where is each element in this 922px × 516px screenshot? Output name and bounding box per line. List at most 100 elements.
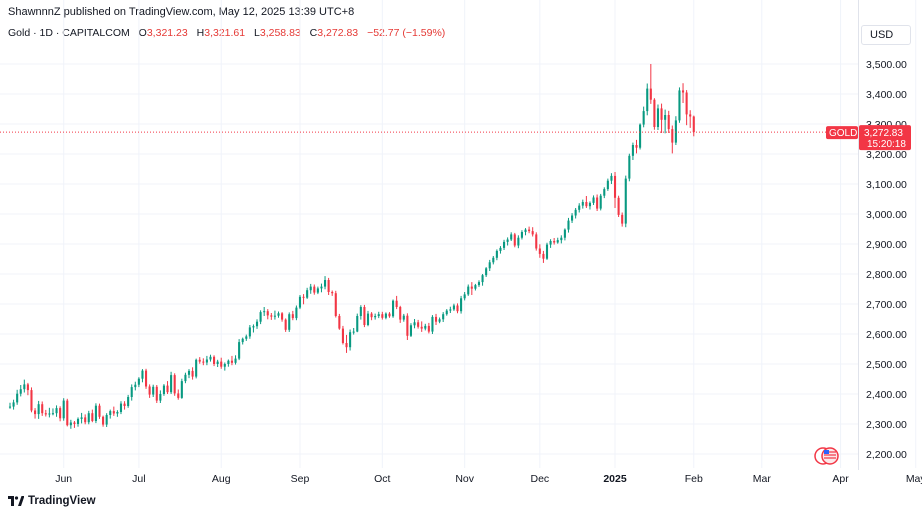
candle [127,394,130,408]
candle-body [281,313,284,320]
candle [184,372,187,384]
candle-body [127,397,130,406]
candle-body [642,111,645,125]
candle-body [513,234,516,246]
candle-body [366,313,370,325]
candle-body [162,385,165,394]
candle-body [545,244,549,259]
candle [98,403,101,419]
candle-body [474,285,477,289]
candle-body [59,408,62,419]
candle [635,139,638,154]
candle-body [406,315,409,336]
candle [316,286,319,295]
x-tick-label: May [906,473,922,485]
time-axis[interactable]: Jun Jul Aug Sep Oct Nov Dec 2025 Feb Mar Apr May [55,473,922,485]
candle [370,312,373,321]
candle [689,110,692,128]
candle [187,369,191,379]
candle-body [105,415,108,425]
candle-body [613,175,617,198]
brand-name: TradingView [28,495,96,507]
candle-body [152,386,155,395]
currency-button[interactable]: USD [861,25,911,45]
candle-body [109,411,112,415]
candle [130,384,133,401]
candle-body [592,197,595,203]
candle [678,87,681,123]
candle-body [298,296,302,308]
candle [230,355,234,366]
candle-body [216,361,219,364]
candle-body [549,241,552,245]
candle-body [288,314,291,330]
candle [26,382,29,396]
candle [649,64,652,104]
candle [44,409,47,417]
candle-body [631,145,634,156]
candle-body [180,381,183,398]
candle-body [320,286,323,289]
candle [617,195,620,217]
grid-lines [0,0,917,468]
candle [610,173,613,184]
candle [216,359,219,367]
candle [80,412,83,424]
candle-body [306,290,309,298]
candle-body [395,300,398,307]
candle [424,323,427,331]
candle-body [445,310,448,315]
candle-body [553,241,556,243]
candle-body [94,405,97,421]
candle-body [198,359,201,362]
candle [417,319,420,329]
candle [41,401,44,416]
candle-body [241,338,244,343]
candle [252,324,255,333]
us-flag-events-icon[interactable] [814,447,839,465]
candle-body [485,268,488,276]
candle-body [681,90,685,93]
candle [159,390,162,403]
candle-body [184,374,187,382]
candle-body [581,202,584,206]
candle-body [621,214,624,224]
candle [51,408,55,416]
candle [384,312,387,320]
candle [671,125,674,154]
candle-body [44,413,47,415]
x-tick-label: Jul [132,473,145,485]
price-axis[interactable]: 3,500.003,400.003,300.003,200.003,100.00… [858,0,908,470]
candle-body [596,197,599,209]
candle-body [449,309,452,311]
candle-body [639,124,642,148]
symbol-name[interactable]: Gold · 1D · CAPITALCOM [8,27,130,39]
candle-body [563,229,566,238]
candle [474,283,477,291]
candle [273,310,276,320]
candle-body [520,232,523,238]
candle-body [252,326,255,328]
candles [8,64,695,429]
candle-body [402,315,405,320]
candle-body [195,359,198,377]
candle [266,309,269,320]
x-tick-label: Oct [374,473,390,485]
candle [209,354,212,362]
candle-body [259,312,262,322]
candle [528,226,531,234]
candle-body [689,114,692,117]
candle [91,409,94,423]
candle [284,318,287,332]
tradingview-logo[interactable]: TradingView [8,495,96,507]
x-tick-label: Aug [212,473,231,485]
candle [513,232,516,248]
candle [553,238,556,245]
candle [76,417,80,427]
candle [109,409,112,419]
x-tick-label: Nov [455,473,474,485]
y-tick-label: 2,200.00 [866,449,907,461]
candle-body [388,313,391,317]
candle [148,384,151,398]
